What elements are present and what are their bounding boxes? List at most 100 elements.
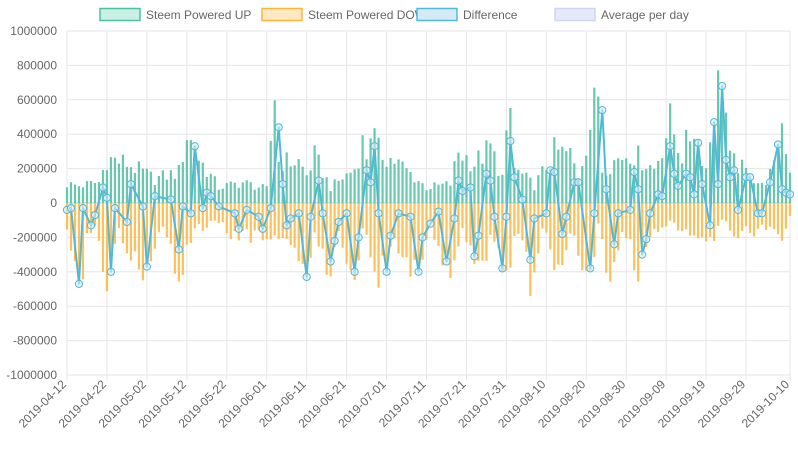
bar-down (393, 203, 396, 239)
difference-point (138, 202, 147, 211)
difference-point (458, 186, 467, 196)
bar-down (665, 203, 668, 227)
legend-label[interactable]: Average per day (601, 8, 689, 22)
difference-point (294, 209, 303, 218)
difference-point (126, 179, 136, 189)
legend-swatch[interactable] (554, 7, 596, 22)
bar-down (720, 203, 724, 220)
bar-down (553, 203, 556, 271)
bar-up (141, 168, 144, 203)
bar-up (329, 191, 332, 203)
bar-down (261, 203, 264, 241)
difference-point (66, 204, 76, 213)
bar-up (709, 142, 712, 203)
difference-point (710, 118, 719, 127)
difference-point (717, 81, 727, 91)
bar-down (605, 203, 608, 273)
bar-down (101, 203, 105, 273)
bar-up (557, 149, 560, 203)
difference-point (186, 209, 195, 218)
bar-up (637, 145, 640, 203)
bar-down (681, 203, 684, 232)
bar-up (601, 172, 604, 203)
bar-down (225, 203, 228, 234)
bar-down (485, 203, 488, 261)
bar-up (249, 182, 252, 203)
difference-point (386, 231, 395, 240)
legend-label[interactable]: Difference (463, 8, 518, 22)
difference-point (302, 272, 311, 282)
bar-down (293, 203, 296, 248)
difference-point (626, 205, 635, 214)
bar-down (744, 203, 748, 227)
bar-up (577, 178, 580, 203)
bar-down (521, 203, 524, 241)
bar-up (85, 181, 89, 203)
bar-down (517, 203, 520, 234)
difference-point (414, 267, 423, 276)
difference-point (466, 183, 475, 192)
bar-up (385, 166, 388, 203)
bar-down (125, 203, 129, 254)
difference-point (166, 195, 175, 204)
difference-point (174, 245, 183, 254)
bar-up (497, 175, 500, 203)
legend-label[interactable]: Steem Powered DOWN (308, 8, 435, 22)
difference-point (318, 209, 327, 218)
bar-up (784, 154, 788, 203)
difference-point (486, 176, 495, 185)
bar-down (513, 203, 516, 237)
legend-label[interactable]: Steem Powered UP (146, 8, 251, 22)
bar-up (345, 173, 348, 203)
legend-swatch[interactable] (261, 7, 303, 22)
difference-point (434, 207, 443, 216)
difference-point (642, 235, 651, 244)
difference-point (574, 178, 583, 187)
difference-point (274, 123, 283, 132)
bar-down (705, 203, 708, 242)
bar-down (529, 203, 532, 296)
bar-up (365, 159, 368, 203)
bar-up (465, 155, 468, 203)
bar-up (513, 167, 516, 203)
series-steem-powered-down (65, 203, 792, 296)
bar-down (673, 203, 676, 223)
bar-up (393, 163, 396, 203)
bar-up (473, 166, 476, 203)
difference-point (214, 202, 223, 211)
bar-down (329, 203, 332, 277)
difference-point (230, 209, 239, 218)
bar-down (649, 203, 652, 237)
bar-down (609, 203, 612, 282)
bar-down (269, 203, 272, 240)
bar-up (149, 171, 152, 203)
bar-down (736, 203, 740, 239)
bar-down (625, 203, 628, 239)
bar-up (525, 172, 528, 203)
bar-down (633, 203, 636, 271)
difference-point (454, 176, 463, 185)
difference-point (206, 192, 215, 201)
bar-down (221, 203, 224, 223)
difference-point (526, 255, 535, 264)
difference-point (74, 279, 84, 288)
bar-down (788, 203, 792, 217)
bar-down (768, 203, 772, 227)
legend-swatch[interactable] (99, 7, 141, 22)
bar-down (573, 203, 576, 236)
bar-down (533, 203, 536, 273)
y-tick-label: 400000 (17, 127, 57, 141)
bar-down (669, 203, 672, 221)
bar-up (453, 161, 456, 203)
bar-up (501, 174, 504, 203)
bar-down (581, 203, 584, 271)
bar-up (185, 140, 188, 203)
bar-up (545, 170, 548, 203)
bar-down (565, 203, 568, 251)
bar-down (73, 203, 77, 262)
bar-up (661, 158, 664, 203)
bar-down (685, 203, 688, 230)
bar-up (81, 187, 85, 203)
legend-swatch[interactable] (416, 7, 458, 22)
bar-down (193, 203, 196, 229)
